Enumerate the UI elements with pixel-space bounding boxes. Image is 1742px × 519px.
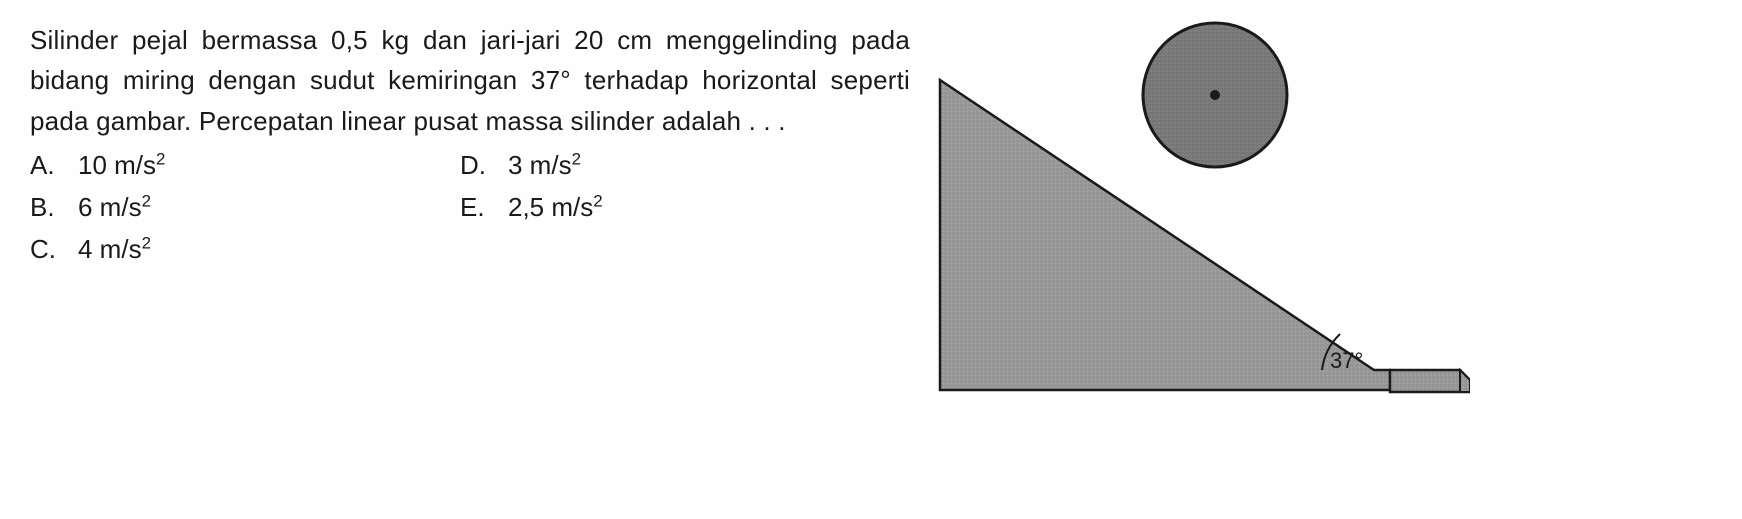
option-value-text: 6 m/s <box>78 192 142 222</box>
option-value: 4 m/s2 <box>78 229 460 269</box>
option-value: 10 m/s2 <box>78 145 460 185</box>
option-value-text: 10 m/s <box>78 150 156 180</box>
question-column: Silinder pejal bermassa 0,5 kg dan jari-… <box>30 20 930 499</box>
options-right-column: D. 3 m/s2 E. 2,5 m/s2 <box>460 145 860 272</box>
option-value-text: 2,5 m/s <box>508 192 593 222</box>
question-text: Silinder pejal bermassa 0,5 kg dan jari-… <box>30 20 910 141</box>
angle-label: 37° <box>1330 348 1363 373</box>
option-letter: C. <box>30 229 78 269</box>
option-exponent: 2 <box>142 234 151 253</box>
options-left-column: A. 10 m/s2 B. 6 m/s2 C. 4 m/s2 <box>30 145 460 272</box>
option-e: E. 2,5 m/s2 <box>460 187 860 227</box>
option-value: 3 m/s2 <box>508 145 860 185</box>
option-d: D. 3 m/s2 <box>460 145 860 185</box>
options-container: A. 10 m/s2 B. 6 m/s2 C. 4 m/s2 <box>30 145 910 272</box>
option-letter: E. <box>460 187 508 227</box>
option-c: C. 4 m/s2 <box>30 229 460 269</box>
option-letter: B. <box>30 187 78 227</box>
option-b: B. 6 m/s2 <box>30 187 460 227</box>
option-letter: A. <box>30 145 78 185</box>
incline-diagram: 37° <box>930 20 1470 440</box>
option-exponent: 2 <box>593 192 602 211</box>
option-value-text: 3 m/s <box>508 150 572 180</box>
option-value: 6 m/s2 <box>78 187 460 227</box>
option-value-text: 4 m/s <box>78 234 142 264</box>
option-letter: D. <box>460 145 508 185</box>
figure-column: 37° <box>930 20 1470 499</box>
option-value: 2,5 m/s2 <box>508 187 860 227</box>
content-wrap: Silinder pejal bermassa 0,5 kg dan jari-… <box>30 20 1712 499</box>
cylinder-icon <box>1143 23 1287 167</box>
option-exponent: 2 <box>156 149 165 168</box>
option-a: A. 10 m/s2 <box>30 145 460 185</box>
option-exponent: 2 <box>142 192 151 211</box>
option-exponent: 2 <box>572 149 581 168</box>
